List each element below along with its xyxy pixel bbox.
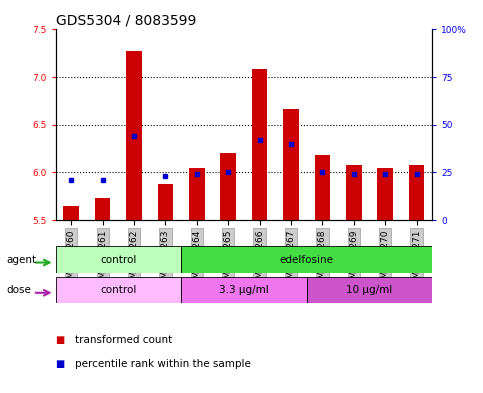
- Bar: [157, 184, 173, 220]
- Text: ■: ■: [56, 358, 65, 369]
- Text: 3.3 μg/ml: 3.3 μg/ml: [219, 285, 269, 295]
- Text: dose: dose: [6, 285, 31, 295]
- Text: percentile rank within the sample: percentile rank within the sample: [75, 358, 251, 369]
- Bar: [346, 165, 362, 220]
- Bar: [95, 198, 111, 220]
- Bar: [181, 277, 307, 303]
- Bar: [409, 165, 425, 220]
- Bar: [220, 153, 236, 220]
- Bar: [307, 277, 432, 303]
- Text: transformed count: transformed count: [75, 335, 172, 345]
- Text: ■: ■: [56, 335, 65, 345]
- Bar: [63, 206, 79, 220]
- Bar: [181, 246, 432, 273]
- Bar: [126, 51, 142, 220]
- Bar: [283, 108, 299, 220]
- Bar: [314, 155, 330, 220]
- Text: control: control: [100, 255, 137, 265]
- Text: agent: agent: [6, 255, 36, 265]
- Bar: [252, 68, 268, 220]
- Text: 10 μg/ml: 10 μg/ml: [346, 285, 393, 295]
- Bar: [189, 168, 205, 220]
- Text: GDS5304 / 8083599: GDS5304 / 8083599: [56, 14, 196, 28]
- Text: edelfosine: edelfosine: [280, 255, 334, 265]
- Bar: [56, 246, 181, 273]
- Bar: [56, 277, 181, 303]
- Text: control: control: [100, 285, 137, 295]
- Bar: [377, 168, 393, 220]
